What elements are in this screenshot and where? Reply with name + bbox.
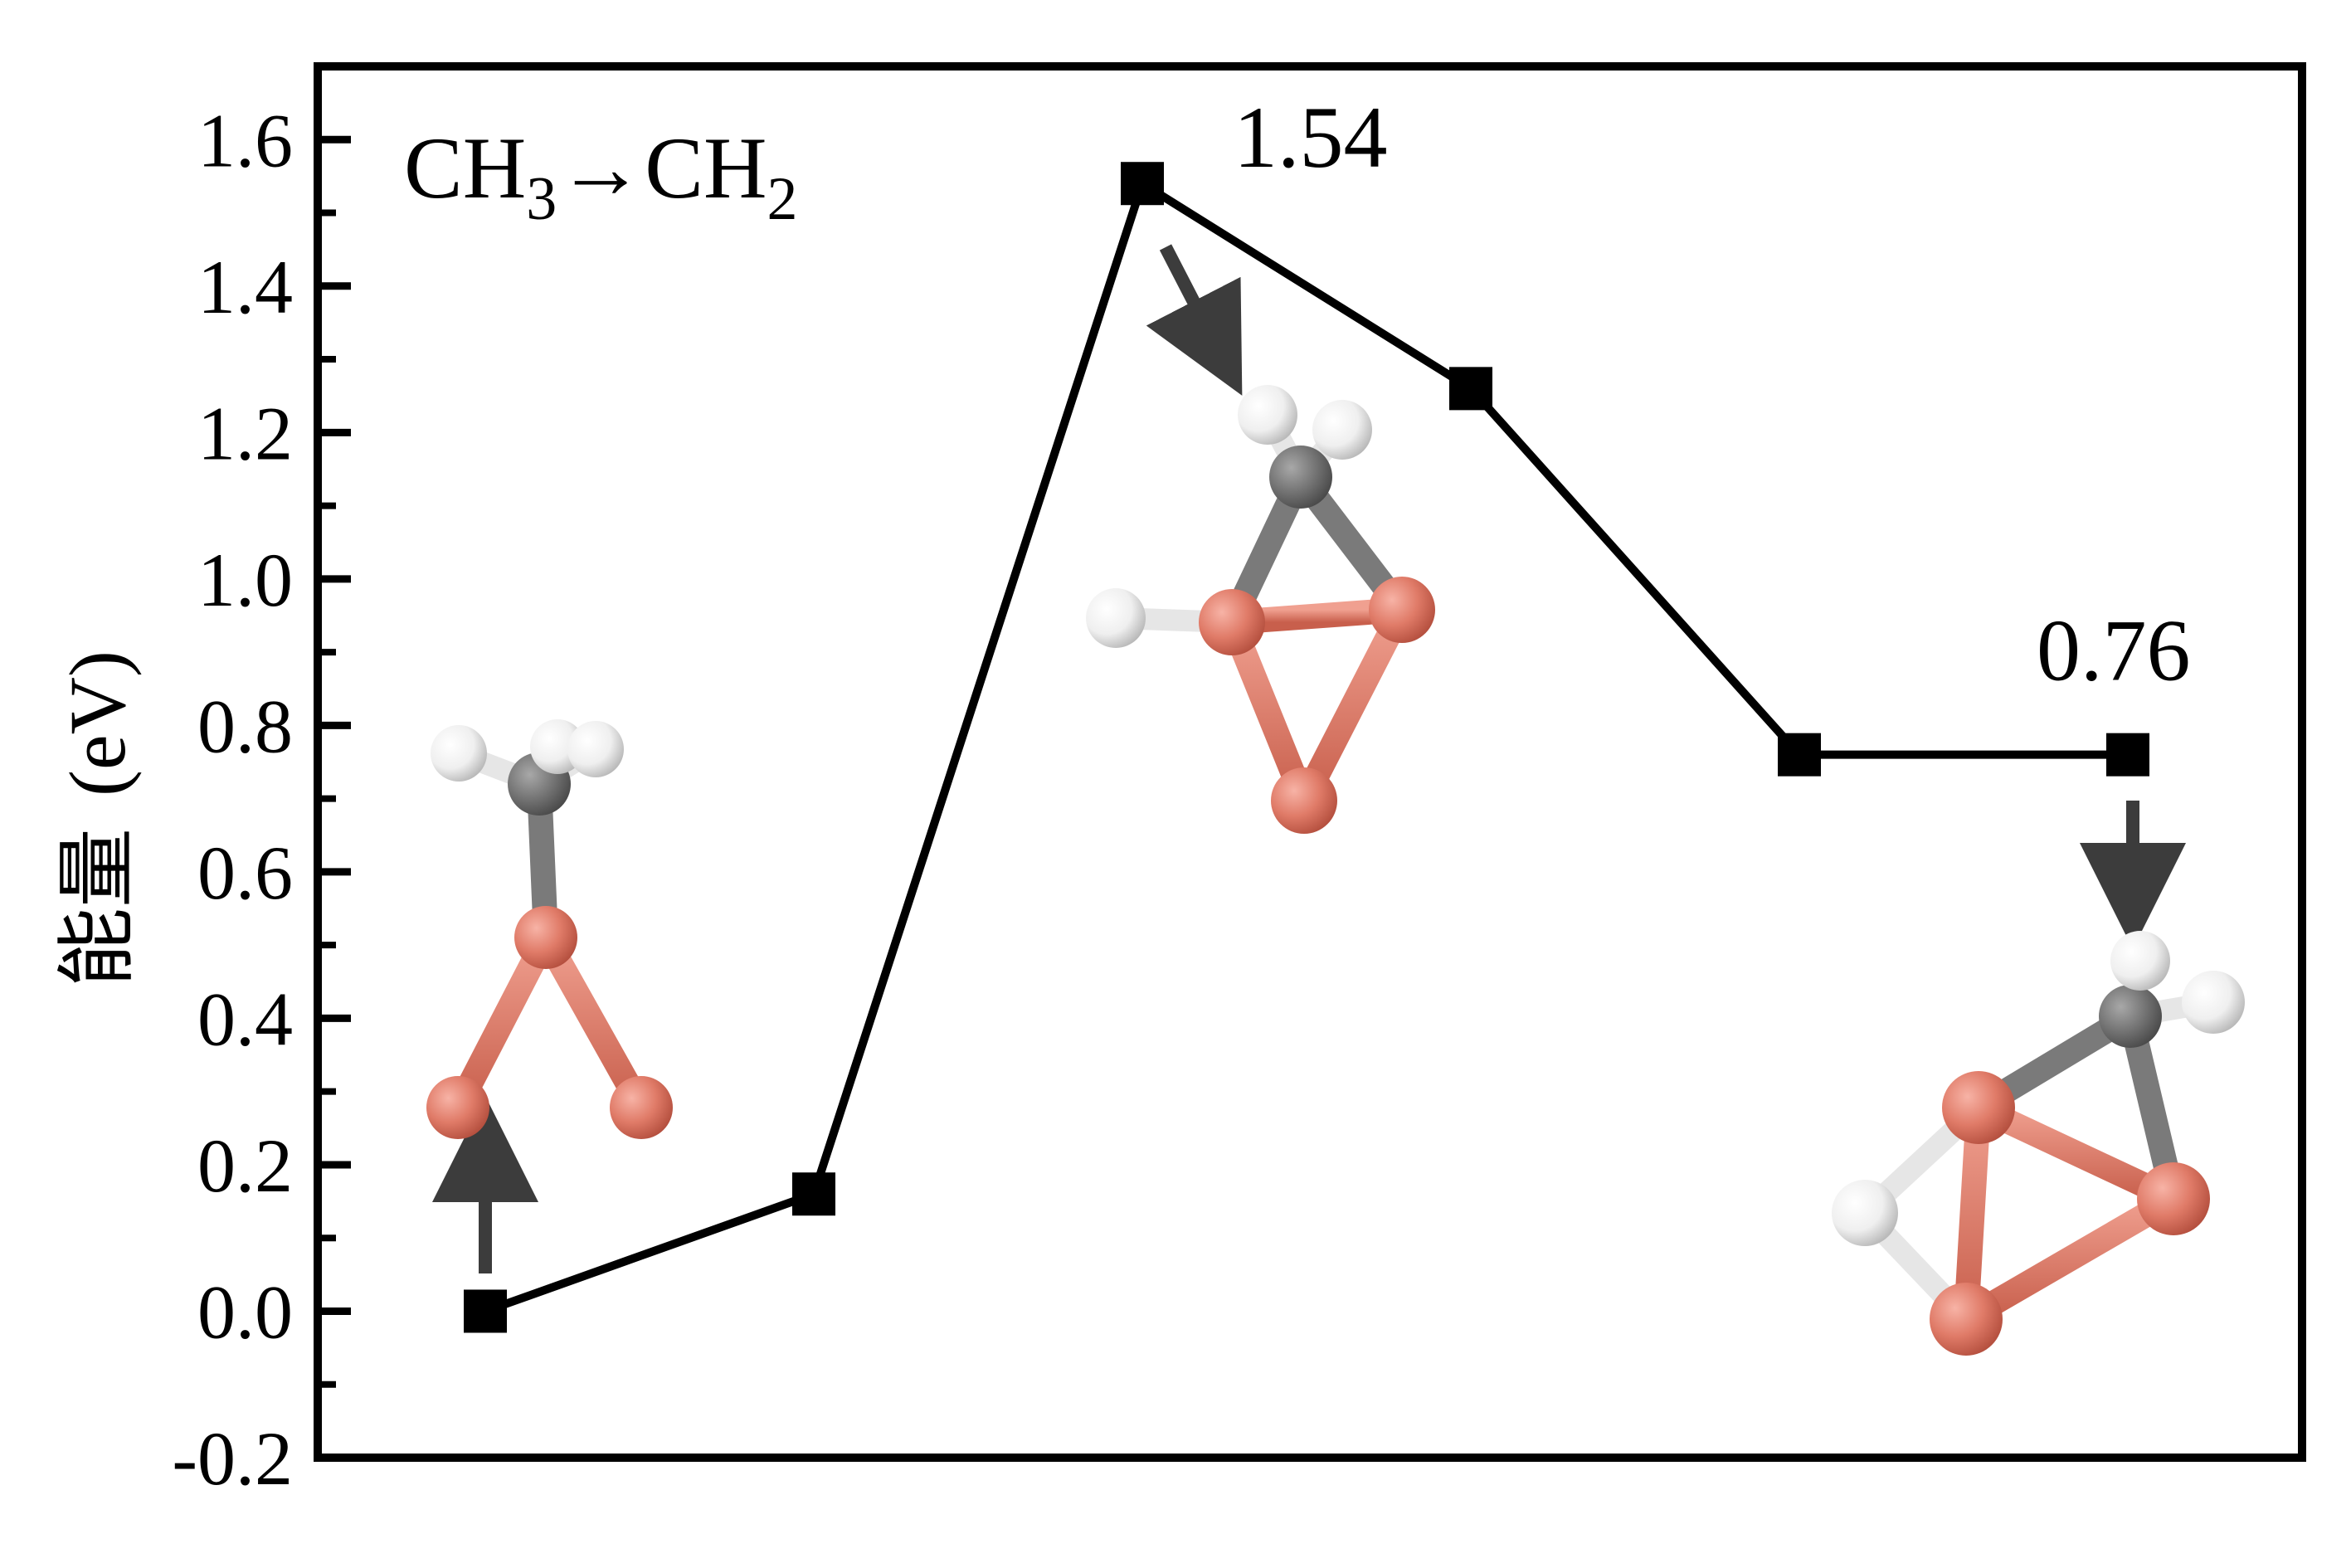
final-structure-molecule bbox=[1832, 931, 2245, 1356]
arrow-to-transition-structure bbox=[1146, 244, 1243, 396]
initial-structure-molecule bbox=[426, 719, 673, 1139]
y-tick-label: 0.4 bbox=[197, 976, 293, 1061]
energy-line bbox=[484, 177, 2128, 1316]
energy-point-5 bbox=[1778, 733, 1821, 777]
energy-point-6 bbox=[2106, 733, 2149, 777]
energy-point-3 bbox=[1121, 162, 1164, 206]
y-axis: -0.2 0.0 0.2 0.4 0.6 0.8 1.0 1.2 1.4 1.6 bbox=[172, 98, 351, 1501]
y-tick-label: 0.2 bbox=[197, 1123, 293, 1208]
value-labels: 1.54 0.76 bbox=[1234, 89, 2191, 699]
y-tick-label: 0.0 bbox=[197, 1269, 293, 1354]
value-label: 1.54 bbox=[1234, 89, 1388, 186]
y-tick-label: 1.4 bbox=[197, 245, 293, 329]
value-label: 0.76 bbox=[2037, 602, 2191, 699]
energy-point-2 bbox=[792, 1172, 835, 1216]
y-axis-title: 能量 (eV) bbox=[51, 650, 144, 987]
energy-point-1 bbox=[464, 1289, 507, 1333]
y-tick-label: -0.2 bbox=[172, 1416, 293, 1501]
y-tick-label: 1.6 bbox=[197, 98, 293, 183]
y-axis-title-cn: 能量 bbox=[51, 828, 144, 987]
y-tick-label: 0.8 bbox=[197, 684, 293, 768]
transition-structure-molecule bbox=[1086, 385, 1435, 834]
energy-point-4 bbox=[1449, 367, 1492, 411]
y-axis-title-unit: (eV) bbox=[53, 650, 142, 796]
y-tick-label: 0.6 bbox=[197, 830, 293, 915]
y-tick-label: 1.2 bbox=[197, 391, 293, 475]
plot-frame bbox=[314, 62, 2306, 1462]
y-tick-label: 1.0 bbox=[197, 538, 293, 622]
reaction-annotation: CH3→CH2 bbox=[404, 119, 798, 233]
energy-series bbox=[464, 162, 2149, 1333]
